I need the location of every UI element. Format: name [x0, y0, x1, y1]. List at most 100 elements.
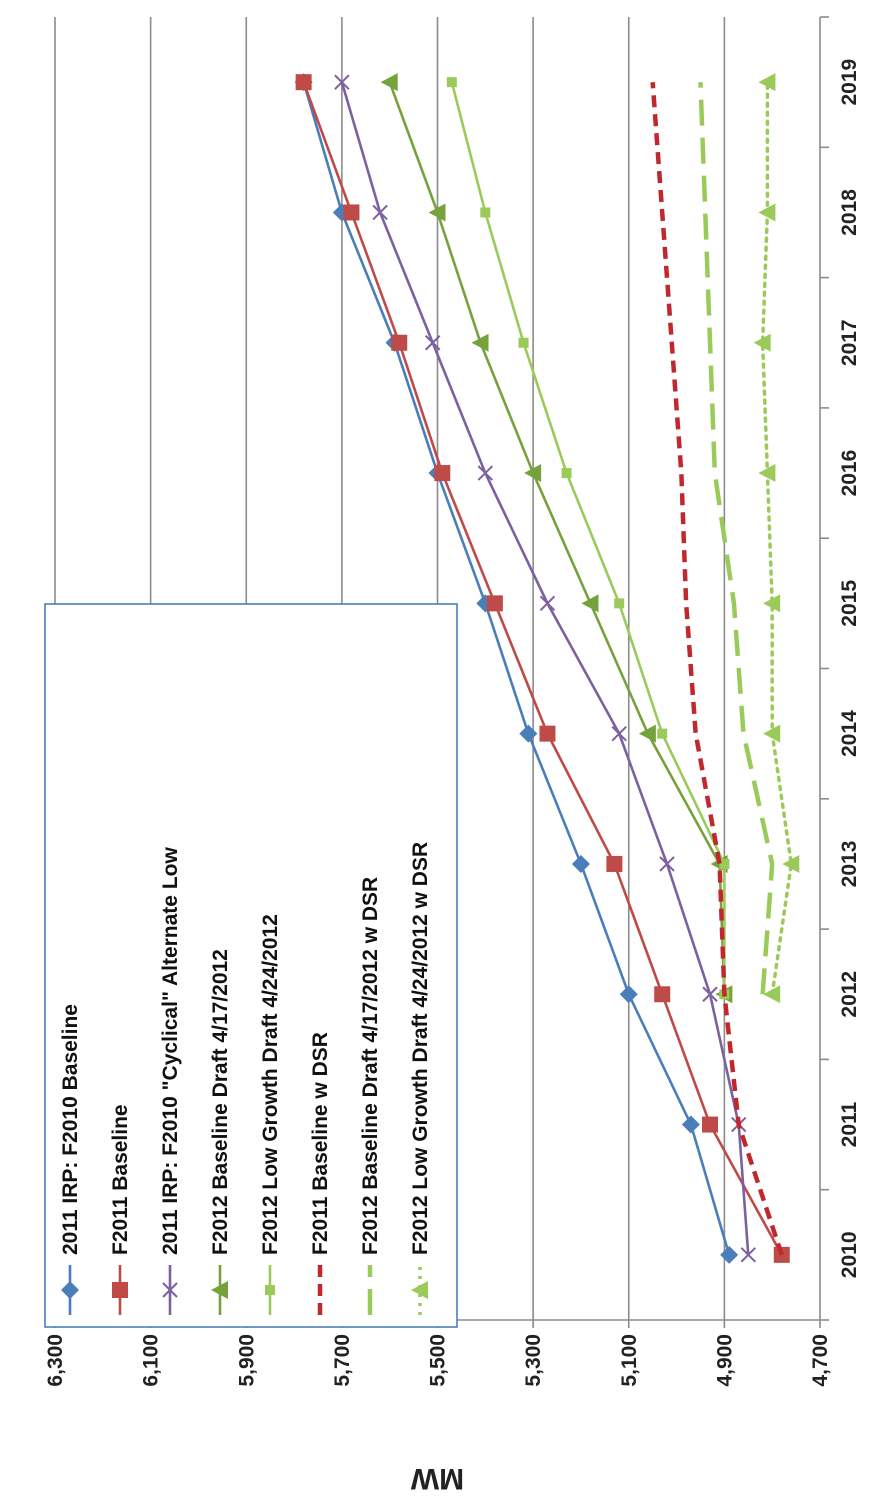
- data-point: [758, 203, 776, 222]
- data-point: [539, 595, 556, 612]
- data-point: [480, 207, 491, 218]
- y-tick-label: 5,900: [235, 1334, 258, 1387]
- data-point: [657, 728, 668, 739]
- series-line: [388, 81, 726, 995]
- legend: 2011 IRP: F2010 Baseline F2011 Baseline 20…: [44, 603, 458, 1328]
- data-point: [211, 1281, 228, 1299]
- data-point: [265, 1285, 275, 1295]
- data-point: [446, 77, 457, 88]
- y-axis-label: MW: [410, 1462, 464, 1495]
- legend-item: F2012 Baseline Draft 4/17/2012 w DSR: [359, 877, 382, 1315]
- x-tick-label: 2014: [838, 710, 861, 757]
- data-point: [391, 334, 408, 351]
- data-point: [719, 858, 730, 869]
- data-point: [518, 337, 529, 348]
- data-point: [740, 1247, 756, 1263]
- data-point: [681, 1115, 700, 1134]
- series-7: [698, 82, 775, 995]
- data-point: [295, 74, 312, 91]
- legend-item: 2011 IRP: F2010 Baseline: [59, 1004, 82, 1315]
- data-point: [411, 1281, 428, 1299]
- data-point: [425, 335, 441, 351]
- data-point: [471, 333, 489, 352]
- data-point: [561, 468, 572, 479]
- legend-item: 2011 IRP: F2010 "Cyclical" Alternate Low: [159, 847, 182, 1315]
- series-8: [753, 73, 800, 1004]
- legend-label: F2011 Baseline w DSR: [309, 1032, 332, 1255]
- data-point: [112, 1282, 128, 1298]
- y-tick-label: 5,100: [618, 1334, 641, 1387]
- series-line: [760, 80, 794, 996]
- data-point: [434, 465, 451, 482]
- x-tick-label: 2012: [838, 971, 861, 1018]
- y-tick-label: 5,500: [427, 1334, 450, 1387]
- data-point: [372, 204, 388, 221]
- series-group: [294, 73, 800, 1264]
- x-tick-label: 2015: [838, 580, 861, 627]
- data-point: [428, 203, 446, 222]
- legend-item: F2011 Baseline w DSR: [309, 1032, 332, 1315]
- data-point: [720, 1245, 739, 1264]
- legend-label: F2011 Baseline: [109, 1104, 132, 1255]
- data-point: [524, 464, 542, 483]
- data-point: [61, 1281, 79, 1299]
- legend-item: F2011 Baseline: [109, 1104, 132, 1315]
- y-tick-labels: 4,700 4,900 5,100 5,300 5,500 5,700 5,900 6,100…: [44, 1334, 832, 1387]
- y-tick-label: 6,300: [44, 1334, 67, 1387]
- series-line: [302, 81, 731, 1256]
- legend-item: F2012 Low Growth Draft 4/24/2012: [259, 914, 282, 1315]
- data-point: [702, 986, 718, 1002]
- x-tick-label: 2010: [838, 1231, 861, 1278]
- data-point: [619, 985, 638, 1004]
- legend-label: F2012 Baseline Draft 4/17/2012: [209, 949, 232, 1255]
- x-tick-label: 2017: [838, 319, 861, 366]
- legend-label: F2012 Low Growth Draft 4/24/2012: [259, 914, 282, 1255]
- series-6: [650, 81, 784, 1256]
- x-tick-label: 2011: [838, 1101, 861, 1147]
- y-tick-label: 4,700: [809, 1334, 832, 1387]
- data-point: [659, 856, 675, 872]
- x-tick-labels: 2010 2011 2012 2013 2014 2015 2016 2017 2018 2019: [838, 59, 861, 1278]
- data-point: [486, 595, 503, 612]
- data-point: [611, 725, 627, 742]
- data-point: [519, 724, 538, 743]
- data-point: [476, 594, 495, 613]
- data-point: [763, 594, 781, 613]
- series-3: [334, 74, 756, 1263]
- data-point: [753, 333, 771, 352]
- legend-label: 2011 IRP: F2010 Baseline: [59, 1004, 82, 1255]
- y-tick-label: 4,900: [713, 1334, 736, 1387]
- data-point: [782, 854, 800, 873]
- x-tick-label: 2018: [838, 189, 861, 236]
- legend-item: F2012 Low Growth Draft 4/24/2012 w DSR: [409, 842, 432, 1315]
- series-5: [446, 77, 730, 1000]
- y-tick-label: 5,300: [522, 1334, 545, 1387]
- legend-label: F2012 Baseline Draft 4/17/2012 w DSR: [359, 877, 382, 1255]
- x-tick-label: 2016: [838, 450, 861, 497]
- data-point: [758, 464, 776, 483]
- legend-box: [44, 603, 458, 1328]
- y-tick-label: 6,100: [140, 1334, 163, 1387]
- data-point: [614, 598, 625, 609]
- data-point: [571, 854, 590, 873]
- data-point: [477, 465, 494, 481]
- data-point: [334, 74, 350, 90]
- data-point: [654, 986, 671, 1003]
- legend-label: F2012 Low Growth Draft 4/24/2012 w DSR: [409, 842, 432, 1255]
- data-point: [581, 594, 599, 613]
- y-tick-label: 5,700: [331, 1334, 354, 1387]
- data-point: [763, 724, 781, 743]
- legend-label: 2011 IRP: F2010 "Cyclical" Alternate Low: [159, 847, 182, 1255]
- series-line: [698, 82, 775, 995]
- series-line: [650, 81, 784, 1256]
- x-tick-label: 2019: [838, 59, 861, 106]
- data-point: [343, 204, 360, 221]
- legend-item: F2012 Baseline Draft 4/17/2012: [209, 949, 232, 1315]
- data-point: [380, 73, 398, 92]
- data-point: [162, 1282, 178, 1298]
- data-point: [539, 725, 556, 742]
- data-point: [702, 1116, 719, 1133]
